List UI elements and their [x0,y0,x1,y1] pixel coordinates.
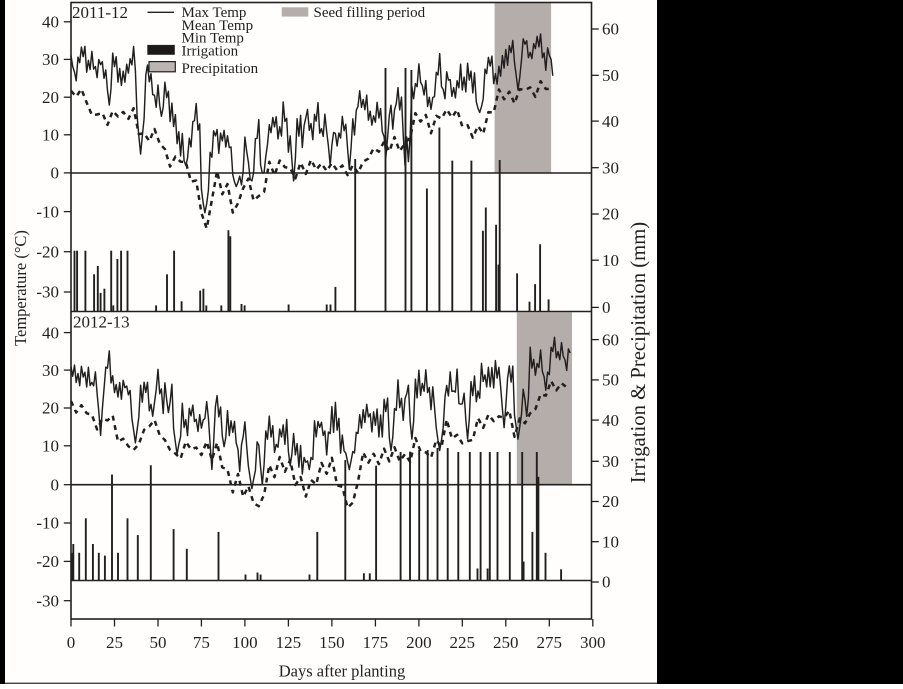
svg-text:25: 25 [106,633,123,652]
svg-text:Seed filling period: Seed filling period [314,5,426,21]
svg-text:0: 0 [602,298,611,317]
svg-text:0: 0 [67,633,76,652]
svg-text:10: 10 [42,126,59,145]
svg-text:100: 100 [232,633,258,652]
svg-text:50: 50 [602,371,619,390]
svg-text:10: 10 [602,532,619,551]
svg-text:200: 200 [406,633,432,652]
svg-text:40: 40 [602,411,619,430]
svg-text:50: 50 [602,66,619,85]
svg-text:75: 75 [193,633,210,652]
svg-text:-20: -20 [36,552,59,571]
svg-text:20: 20 [42,88,59,107]
svg-text:Max Temp: Max Temp [182,5,247,21]
svg-text:Min Temp: Min Temp [182,30,244,46]
svg-text:30: 30 [42,50,59,69]
svg-text:2011-12: 2011-12 [72,3,128,22]
svg-text:300: 300 [580,633,606,652]
svg-text:Days after planting: Days after planting [279,662,405,681]
svg-text:125: 125 [276,633,302,652]
svg-text:-10: -10 [36,514,59,533]
svg-text:-30: -30 [36,283,59,302]
svg-text:Temperature (°C): Temperature (°C) [11,230,30,346]
svg-text:40: 40 [42,13,59,32]
svg-text:20: 20 [602,205,619,224]
svg-text:Irrigation & Precipitation (mm: Irrigation & Precipitation (mm) [628,222,650,483]
svg-text:0: 0 [51,475,60,494]
svg-text:0: 0 [602,573,611,592]
svg-text:Irrigation: Irrigation [182,43,239,59]
svg-text:50: 50 [150,633,167,652]
svg-text:0: 0 [51,164,60,183]
svg-text:150: 150 [319,633,345,652]
svg-text:20: 20 [42,399,59,418]
svg-text:-10: -10 [36,202,59,221]
svg-text:40: 40 [602,112,619,131]
svg-text:175: 175 [363,633,389,652]
svg-text:60: 60 [602,20,619,39]
svg-text:10: 10 [42,437,59,456]
svg-text:30: 30 [602,452,619,471]
svg-text:225: 225 [450,633,476,652]
svg-text:30: 30 [42,361,59,380]
svg-text:Mean Temp: Mean Temp [182,18,254,34]
svg-text:20: 20 [602,492,619,511]
svg-text:60: 60 [602,330,619,349]
svg-text:-20: -20 [36,242,59,261]
svg-text:275: 275 [537,633,563,652]
svg-text:30: 30 [602,158,619,177]
svg-text:-30: -30 [36,591,59,610]
svg-text:250: 250 [493,633,519,652]
svg-text:40: 40 [42,323,59,342]
svg-text:10: 10 [602,251,619,270]
svg-text:Precipitation: Precipitation [182,61,259,77]
svg-text:2012-13: 2012-13 [73,313,130,332]
